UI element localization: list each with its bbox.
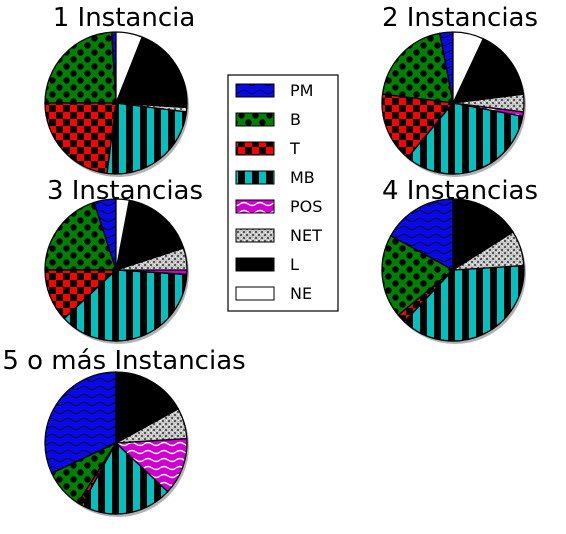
pie-title: 5 o más Instancias [2, 346, 245, 376]
slice-l [452, 38, 525, 104]
slice-mb [106, 102, 188, 175]
legend-swatch-pm [235, 83, 275, 98]
legend-label-pos: POS [290, 197, 322, 216]
slice-mb [403, 264, 525, 342]
legend-label-net: NET [290, 226, 322, 245]
legend-swatch-ne [235, 286, 275, 301]
slice-ne [452, 31, 484, 104]
slice-b [381, 32, 454, 104]
slice-pm [44, 371, 117, 474]
slice-l [115, 371, 179, 444]
pie-chart-4: 4 Instancias [381, 176, 538, 344]
legend-swatch-l [235, 257, 275, 272]
legend-frame [227, 74, 339, 312]
legend-swatch-b [235, 112, 275, 127]
slice-b [44, 201, 117, 271]
pie-chart-3: 3 Instancias [44, 176, 203, 344]
slice-ne [115, 198, 130, 271]
pie-chart-2: 2 Instancias [381, 3, 538, 177]
slice-l [452, 198, 514, 271]
legend-swatch-pos [235, 199, 275, 214]
slice-l [115, 36, 188, 109]
slice-mb [81, 442, 169, 515]
legend-label-ne: NE [290, 284, 312, 303]
slice-l [115, 199, 185, 271]
legend-label-b: B [290, 110, 301, 129]
legend-swatch-net [235, 228, 275, 243]
slice-t [44, 102, 117, 175]
slice-ne [115, 31, 143, 104]
legend-swatch-mb [235, 170, 275, 185]
pie-title: 1 Instancia [53, 3, 196, 33]
legend-label-mb: MB [290, 168, 315, 187]
slice-pos [115, 437, 188, 493]
legend-label-t: T [289, 139, 300, 158]
slice-b [381, 235, 454, 316]
legend-swatch-t [235, 141, 275, 156]
slice-mb [63, 269, 188, 342]
pie-chart-1: 1 Instancia [44, 3, 196, 177]
legend-label-l: L [290, 255, 299, 274]
slice-t [381, 93, 454, 159]
pie-title: 2 Instancias [382, 3, 538, 33]
slice-mb [407, 102, 524, 175]
slice-pm [390, 198, 454, 271]
legend: PM BT MB POS NET L NE [227, 74, 339, 312]
slice-b [44, 31, 117, 104]
pie-chart-5: 5 o más Instancias [2, 346, 246, 517]
legend-label-pm: PM [290, 81, 313, 100]
